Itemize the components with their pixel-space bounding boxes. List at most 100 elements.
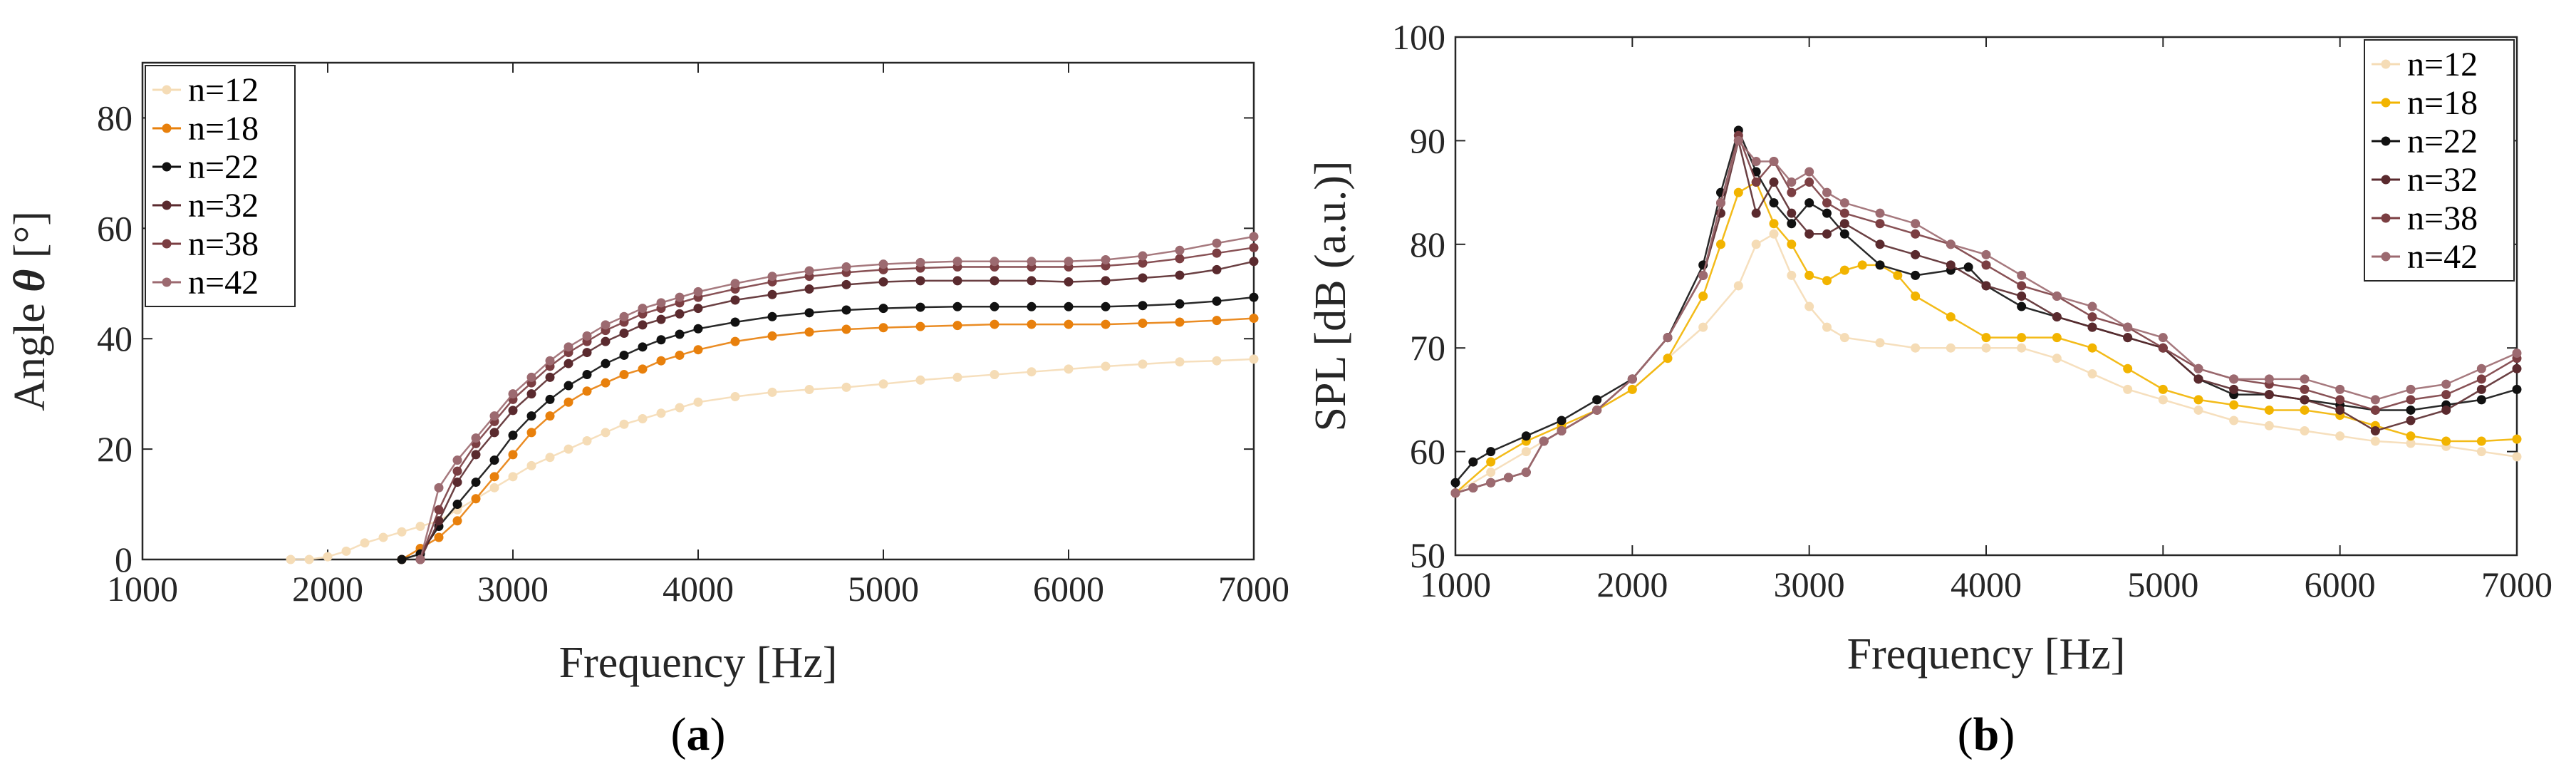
x-tick-label: 5000 bbox=[848, 569, 919, 609]
x-tick-label: 3000 bbox=[1774, 564, 1845, 604]
data-point bbox=[1716, 198, 1725, 208]
data-point bbox=[508, 389, 518, 399]
data-point bbox=[841, 262, 851, 272]
data-point bbox=[2264, 405, 2274, 415]
data-point bbox=[1875, 208, 1885, 218]
data-point bbox=[675, 292, 685, 302]
data-point bbox=[2193, 405, 2203, 415]
data-point bbox=[2229, 374, 2239, 384]
data-point bbox=[2441, 436, 2451, 446]
data-point bbox=[434, 532, 444, 542]
data-point bbox=[1875, 338, 1885, 348]
data-point bbox=[545, 356, 555, 366]
data-point bbox=[767, 311, 777, 321]
data-point bbox=[990, 257, 999, 267]
data-point bbox=[730, 392, 740, 402]
data-point bbox=[990, 276, 999, 286]
data-point bbox=[1468, 457, 1478, 467]
data-point bbox=[545, 411, 555, 421]
data-point bbox=[489, 428, 499, 438]
data-point bbox=[1504, 473, 1513, 483]
x-tick-label: 1000 bbox=[1420, 564, 1491, 604]
data-point bbox=[397, 527, 407, 537]
data-point bbox=[878, 259, 888, 269]
data-point bbox=[1716, 239, 1725, 249]
data-point bbox=[564, 342, 573, 352]
legend-marker bbox=[162, 239, 172, 249]
data-point bbox=[2052, 292, 2062, 301]
data-point bbox=[1981, 333, 1991, 343]
data-point bbox=[1733, 135, 1743, 145]
data-point bbox=[471, 450, 481, 460]
data-point bbox=[508, 450, 518, 460]
panel-label-letter: a bbox=[687, 708, 710, 760]
data-point bbox=[2087, 343, 2097, 353]
data-point bbox=[2406, 384, 2416, 394]
data-point bbox=[767, 331, 777, 341]
data-point bbox=[489, 411, 499, 421]
data-point bbox=[1027, 301, 1037, 311]
data-point bbox=[2512, 434, 2522, 444]
data-point bbox=[990, 301, 999, 311]
data-point bbox=[378, 532, 388, 542]
data-point bbox=[804, 266, 814, 276]
x-tick-label: 6000 bbox=[1033, 569, 1104, 609]
data-point bbox=[1138, 359, 1148, 369]
data-point bbox=[804, 284, 814, 294]
data-point bbox=[1175, 245, 1185, 255]
data-point bbox=[1751, 239, 1761, 249]
legend: n=12n=18n=22n=32n=38n=42 bbox=[145, 65, 296, 307]
data-point bbox=[675, 350, 685, 360]
data-point bbox=[915, 375, 925, 385]
data-point bbox=[1249, 242, 1259, 252]
legend-label: n=38 bbox=[2407, 200, 2478, 237]
data-point bbox=[508, 430, 518, 440]
data-point bbox=[2335, 431, 2345, 441]
data-point bbox=[619, 350, 629, 360]
data-point bbox=[2441, 379, 2451, 389]
data-point bbox=[582, 331, 592, 341]
data-point bbox=[2512, 348, 2522, 358]
data-point bbox=[1450, 488, 1460, 498]
data-point bbox=[693, 324, 703, 334]
y-axis-label-text: Angle bbox=[6, 292, 54, 411]
data-point bbox=[619, 419, 629, 429]
data-point bbox=[1663, 333, 1673, 343]
data-point bbox=[582, 370, 592, 380]
data-point bbox=[1804, 301, 1814, 311]
data-point bbox=[526, 372, 536, 382]
data-point bbox=[619, 328, 629, 338]
data-point bbox=[1911, 292, 1921, 301]
data-point bbox=[804, 384, 814, 394]
legend-marker bbox=[2381, 136, 2391, 146]
data-point bbox=[841, 305, 851, 315]
legend-box bbox=[145, 65, 296, 307]
data-point bbox=[990, 319, 999, 329]
x-tick-label: 7000 bbox=[1218, 569, 1289, 609]
data-point bbox=[582, 435, 592, 445]
x-tick-label: 7000 bbox=[2481, 564, 2552, 604]
data-point bbox=[2264, 421, 2274, 430]
data-point bbox=[1946, 260, 1956, 270]
data-point bbox=[1138, 301, 1148, 311]
data-point bbox=[1946, 239, 1956, 249]
data-point bbox=[1769, 198, 1779, 208]
series-line-n=22 bbox=[401, 296, 1255, 561]
data-point bbox=[1557, 426, 1567, 436]
data-point bbox=[2017, 281, 2027, 291]
data-point bbox=[1486, 478, 1496, 487]
x-tick-label: 4000 bbox=[1951, 564, 2022, 604]
y-axis-label-unit: [°] bbox=[6, 211, 54, 269]
panel-label-close: ) bbox=[710, 708, 726, 760]
data-point bbox=[2123, 363, 2133, 373]
data-point bbox=[1751, 156, 1761, 166]
data-point bbox=[1839, 229, 1849, 239]
data-point bbox=[1101, 301, 1111, 311]
legend-marker bbox=[2381, 98, 2391, 108]
y-tick-label: 60 bbox=[1410, 432, 1445, 472]
data-point bbox=[1769, 177, 1779, 187]
data-point bbox=[1212, 356, 1222, 366]
data-point bbox=[1175, 254, 1185, 264]
data-point bbox=[638, 304, 648, 314]
data-point bbox=[638, 342, 648, 352]
